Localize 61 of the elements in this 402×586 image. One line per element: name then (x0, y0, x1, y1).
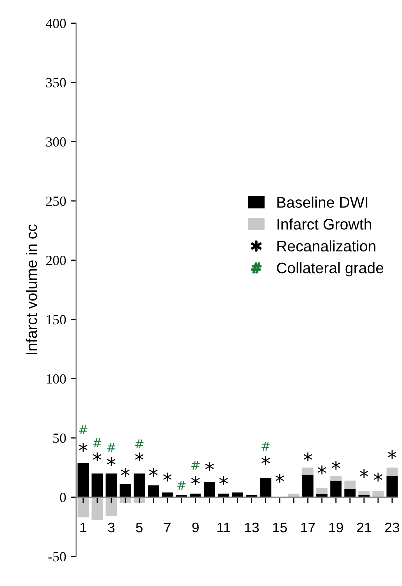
point (163, 472, 172, 482)
y-tick-label: 350 (46, 78, 66, 88)
point (388, 450, 397, 460)
point (107, 458, 116, 466)
point (121, 468, 130, 477)
point (93, 438, 102, 448)
bar (358, 492, 370, 496)
bar (344, 480, 356, 490)
y-tick-label: 50 (54, 434, 66, 444)
bar (92, 497, 104, 520)
y-tick-label: 100 (47, 374, 66, 384)
x-tick-label: 7 (164, 522, 171, 533)
bar (106, 497, 118, 516)
point (135, 452, 144, 462)
point (135, 440, 144, 449)
point (79, 443, 88, 452)
y-axis-title: Infarct volume in cc (26, 224, 38, 354)
x-tick-label: 1 (80, 522, 87, 533)
x-tick-label: 9 (192, 522, 199, 533)
y-tick-label: 300 (46, 138, 66, 147)
x-tick-label: 13 (245, 522, 260, 533)
bar (330, 476, 342, 481)
point (206, 462, 214, 472)
y-tick-label: 150 (47, 315, 66, 325)
point (149, 468, 158, 477)
y-tick-label: 250 (46, 196, 66, 206)
bar (316, 488, 328, 494)
y-tick-label: -50 (48, 552, 66, 562)
x-tick-label: 17 (301, 522, 316, 533)
bar (302, 468, 314, 475)
y-tick-label: 400 (46, 19, 66, 28)
y-tick-label: 200 (46, 256, 66, 266)
point (360, 469, 369, 478)
point (304, 452, 312, 462)
point (192, 476, 200, 486)
point (332, 461, 340, 470)
x-tick-label: 21 (357, 522, 372, 533)
point (178, 481, 186, 490)
bar (386, 468, 398, 476)
point (318, 466, 326, 475)
point (220, 476, 228, 486)
x-tick-label: 23 (385, 522, 400, 533)
legend-label: Infarct Growth (278, 218, 372, 230)
bar (78, 497, 90, 518)
point (192, 461, 200, 470)
point (262, 456, 270, 466)
point (79, 426, 88, 434)
legend-label: Collateral grade (277, 262, 384, 277)
point (276, 474, 284, 483)
x-tick-label: 15 (273, 522, 288, 533)
x-tick-label: 3 (108, 522, 115, 533)
point (374, 472, 383, 482)
bar (372, 492, 384, 498)
point (93, 452, 102, 462)
x-tick-label: 11 (218, 522, 230, 533)
x-tick-label: 19 (330, 522, 344, 533)
legend-label: Baseline DWI (278, 196, 368, 208)
x-tick-label: 5 (136, 522, 143, 533)
point (262, 442, 270, 451)
legend-label: Recanalization (278, 240, 376, 252)
y-tick-label: 0 (60, 493, 66, 502)
